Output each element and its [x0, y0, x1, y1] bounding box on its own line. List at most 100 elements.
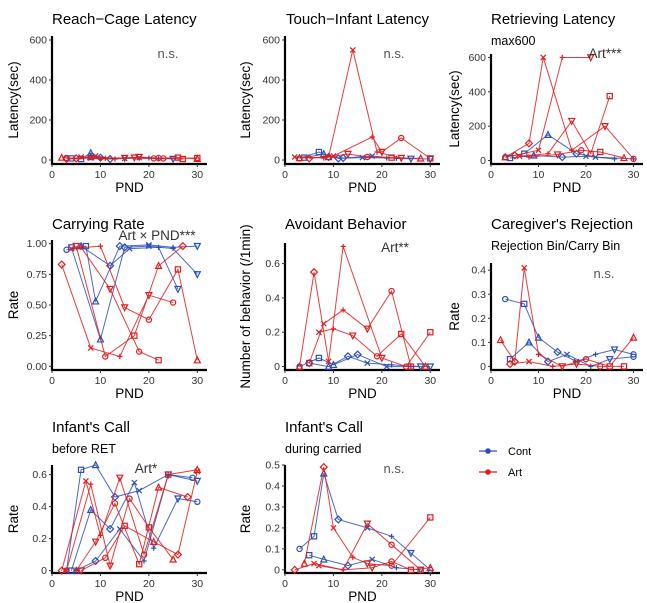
data-point	[86, 505, 95, 514]
data-point	[535, 351, 542, 357]
data-point	[525, 358, 533, 365]
data-point	[169, 554, 178, 563]
data-point	[407, 363, 415, 370]
data-point	[170, 245, 176, 252]
data-point	[363, 520, 372, 529]
y-axis-label: Rate	[6, 291, 21, 320]
data-point	[505, 359, 515, 369]
data-point	[620, 363, 628, 370]
significance-annotation: n.s.	[384, 461, 405, 476]
data-point	[340, 243, 346, 250]
data-point	[193, 154, 202, 162]
data-point	[62, 154, 71, 164]
y-tick-label: 1.00	[27, 238, 48, 250]
data-point	[516, 153, 523, 160]
legend: Cont Art	[479, 446, 531, 479]
data-point	[71, 154, 81, 163]
data-point	[324, 362, 333, 370]
panel-1: Reach−Cage Latency 0 200 400 600 0 10 20 30 PND La…	[6, 11, 207, 195]
x-tick-label: 10	[533, 375, 545, 387]
data-point	[610, 346, 619, 355]
data-point	[319, 554, 328, 563]
data-point	[321, 155, 327, 161]
data-point	[315, 562, 322, 569]
x-axis-label: PND	[348, 180, 377, 195]
chart-subtitle: during carried	[285, 442, 361, 456]
significance-annotation: Art × PND***	[119, 228, 197, 243]
series-line	[299, 49, 402, 159]
data-point	[173, 550, 183, 559]
x-tick-label: 30	[191, 578, 203, 590]
data-point	[398, 134, 405, 142]
x-tick-label: 10	[533, 169, 545, 181]
series-line	[61, 469, 198, 571]
series-line	[75, 245, 184, 358]
data-point	[105, 524, 115, 534]
data-point	[588, 363, 594, 369]
y-axis-label: Number of behavior (/1min)	[238, 224, 253, 388]
data-point	[145, 316, 153, 323]
data-point	[121, 522, 128, 530]
series-art-3	[295, 46, 406, 163]
series-line	[294, 153, 421, 159]
y-axis-label: Latency(sec)	[447, 70, 462, 147]
chart-title: Caregiver's Rejection	[491, 216, 633, 233]
data-point	[388, 533, 395, 539]
data-point	[416, 363, 425, 372]
x-axis-label: PND	[553, 386, 582, 401]
data-point	[111, 500, 119, 507]
data-point	[535, 147, 542, 154]
y-tick-label: 0.1	[471, 337, 486, 349]
panel-2: Touch−Infant Latency 0 200 400 600 0 10 20 30 PND…	[238, 11, 440, 195]
x-tick-label: 20	[376, 578, 388, 590]
x-tick-label: 10	[328, 375, 340, 387]
data-point	[78, 244, 84, 250]
x-tick-label: 10	[95, 375, 107, 387]
data-point	[315, 354, 323, 362]
panel-5: Avoidant Behavior 0 0.2 0.4 0.6 0 10 20 30 PND Num…	[238, 216, 440, 401]
y-tick-label: 0.3	[471, 289, 486, 301]
series-art-3	[501, 54, 637, 163]
data-point	[534, 333, 543, 341]
series-cont-2	[68, 479, 201, 574]
data-point	[106, 562, 115, 571]
data-point	[315, 329, 322, 336]
x-tick-label: 10	[328, 169, 340, 181]
chart-title: Touch−Infant Latency	[286, 11, 430, 28]
data-point	[374, 149, 380, 155]
series-line	[61, 264, 174, 358]
significance-annotation: Art**	[381, 240, 410, 255]
data-point	[309, 267, 319, 277]
series-cont-3	[77, 241, 182, 294]
y-tick-label: 200	[262, 115, 280, 127]
data-point	[553, 347, 562, 357]
data-point	[350, 554, 356, 560]
data-point	[87, 344, 94, 351]
y-tick-label: 0.6	[265, 258, 280, 270]
data-point	[86, 148, 95, 157]
chart-subtitle: before RET	[52, 442, 116, 456]
x-tick-label: 20	[143, 578, 155, 590]
data-point	[553, 151, 562, 160]
y-tick-label: 600	[468, 52, 486, 64]
data-point	[91, 296, 100, 305]
x-tick-label: 20	[376, 169, 388, 181]
x-axis-label: PND	[553, 180, 582, 195]
y-axis-label: Rate	[447, 302, 462, 331]
data-point	[169, 155, 178, 164]
data-point	[154, 261, 163, 269]
data-point	[586, 54, 595, 62]
data-point	[126, 245, 133, 252]
series-line	[304, 153, 411, 160]
data-point	[154, 482, 163, 491]
series-line	[509, 361, 624, 367]
data-point	[304, 358, 314, 368]
data-point	[120, 304, 129, 312]
data-point	[525, 337, 533, 346]
y-tick-label: 0.25	[27, 330, 48, 342]
panel-8: Infant's Call during carried 0 0.1 0.2 0.3 0.4…	[238, 419, 440, 603]
data-point	[620, 153, 628, 162]
series-line	[299, 246, 431, 368]
y-tick-label: 0	[41, 155, 47, 167]
y-tick-label: 0.6	[32, 469, 47, 481]
